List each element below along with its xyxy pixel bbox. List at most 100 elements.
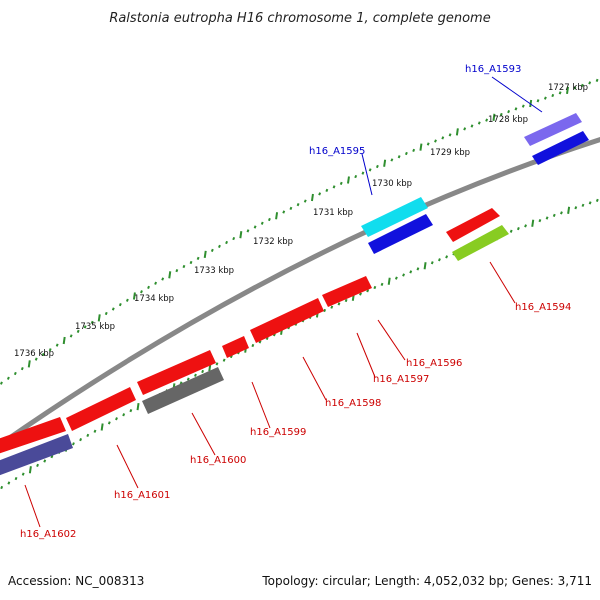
gene-h16_A1602-arrow[interactable] [0,417,66,455]
outer-ring-tick [41,352,45,357]
gene-label-h16_A1601[interactable]: h16_A1601 [114,490,170,501]
inner-ring-tick [100,423,104,431]
outer-ring-tick [140,290,143,294]
gene-arrow-h16_A1593-a[interactable] [524,113,582,146]
gene-label-h16_A1596[interactable]: h16_A1596 [406,358,462,369]
outer-ring-tick [118,303,122,307]
gene-arrow-h16_A1595-a[interactable] [361,197,428,237]
outer-ring-tick [463,127,467,131]
gene-h16_A1595[interactable] [361,197,433,254]
outer-ring-tick [275,212,279,220]
outer-ring-tick [90,320,94,324]
outer-ring-tick [551,93,555,98]
outer-ring-tick [332,185,336,189]
outer-ring-tick [232,236,236,241]
inner-ring-tick [330,305,334,309]
outer-ring-tick [168,271,172,279]
inner-tick-ring [0,198,599,490]
outer-ring-tick [368,168,372,172]
inner-ring-tick [337,302,341,306]
leader-h16_A1600 [191,412,216,456]
inner-ring-tick [43,459,47,463]
leader-h16_A1598 [302,356,327,401]
gene-h16_A1601-arrow[interactable] [66,387,136,431]
gene-h16_A1598-arrow[interactable] [222,336,249,358]
gene-label-h16_A1594[interactable]: h16_A1594 [515,302,571,313]
outer-ring-tick [375,164,379,169]
genome-summary-text: Topology: circular; Length: 4,052,032 bp… [261,574,592,588]
inner-ring-tick [194,373,197,377]
gene-arrow-h16_A1595-b[interactable] [368,214,433,254]
inner-ring-tick [251,343,255,348]
inner-ring-tick [36,463,39,467]
leader-h16_A1601 [116,444,139,489]
outer-ring-tick [69,334,73,338]
outer-ring-tick [267,217,271,222]
gene-arrow-h16_A1593-b[interactable] [532,131,589,165]
outer-ring-tick [507,110,511,114]
inner-ring-tick [430,261,434,265]
outer-ring-tick [499,112,503,117]
outer-ring-tick [296,203,300,207]
inner-ring-tick [538,218,542,223]
gene-label-h16_A1600[interactable]: h16_A1600 [190,455,246,466]
gene-h16_A1599-arrow[interactable] [137,350,216,395]
gene-label-h16_A1602[interactable]: h16_A1602 [20,529,76,540]
gene-h16_A1602-arrow-b[interactable] [0,434,73,477]
gene-label-h16_A1599[interactable]: h16_A1599 [250,427,306,438]
inner-ring-tick [574,206,578,210]
inner-ring-tick [531,219,535,227]
outer-ring-tick [354,174,358,179]
leader-h16_A1593 [491,76,543,113]
outer-ring-tick [62,336,66,345]
outer-ring-tick [210,248,214,253]
chromosome-backbone [0,136,600,448]
gene-h16_A1594-arrow-b[interactable] [452,225,509,261]
outer-ring-tick [536,99,540,103]
inner-ring-tick [387,277,391,285]
kbp-label-1736: 1736 kbp [14,349,54,359]
gene-h16_A1600-arrow[interactable] [142,367,224,414]
outer-ring-tick [310,193,314,202]
outer-ring-tick [147,285,150,290]
outer-ring-tick [111,307,115,311]
gene-h16_A1594-arrow[interactable] [446,208,500,242]
leader-lines [24,76,543,528]
kbp-label-1731: 1731 kbp [313,208,353,218]
inner-ring-tick [524,224,527,228]
inner-ring-tick [359,292,362,296]
outer-ring-tick [76,329,80,334]
outer-ring-tick [196,256,200,261]
gene-h16_A1596-arrow[interactable] [322,276,372,307]
gene-h16_A1593[interactable] [524,113,589,165]
gene-label-h16_A1597[interactable]: h16_A1597 [373,374,429,385]
inner-ring-tick [21,472,25,476]
kbp-labels: 1727 kbp 1728 kbp 1729 kbp 1730 kbp 1731… [14,83,588,359]
outer-ring-tick [588,81,592,85]
gene-label-h16_A1593[interactable]: h16_A1593 [465,64,521,75]
gene-label-h16_A1595[interactable]: h16_A1595 [309,146,365,157]
leader-h16_A1599 [251,381,271,429]
outer-ring-tick [203,250,207,259]
outer-ring-tick [289,206,293,210]
inner-ring-tick [136,402,140,411]
kbp-label-1730: 1730 kbp [372,179,412,189]
outer-ring-tick [448,133,452,137]
inner-ring-tick [323,308,327,313]
inner-ring-tick [258,340,262,344]
inner-ring-tick [545,216,549,220]
gene-h16_A1597-arrow[interactable] [250,298,324,343]
inner-ring-tick [201,369,205,374]
outer-ring-tick [175,269,179,273]
outer-ring-tick [253,225,257,229]
accession-text: Accession: NC_008313 [8,574,144,588]
outer-ring-tick [485,118,489,122]
outer-ring-tick [325,188,329,193]
inner-ring-tick [581,203,585,207]
inner-ring-tick [366,289,370,293]
outer-ring-tick [282,210,286,214]
outer-ring-tick [419,143,423,151]
outer-ring-tick [573,86,577,90]
inner-ring-tick [50,455,54,459]
gene-label-h16_A1598[interactable]: h16_A1598 [325,398,381,409]
